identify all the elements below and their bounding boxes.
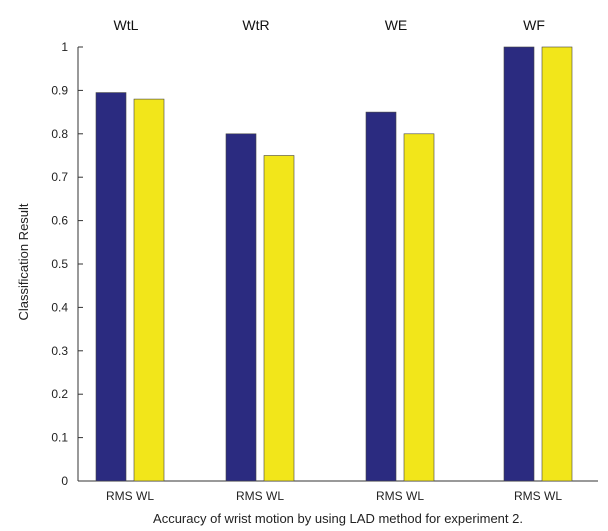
- y-tick-label: 0.5: [51, 257, 68, 271]
- bar-wtr-rms: [225, 133, 257, 482]
- y-tick-label: 1: [61, 40, 68, 54]
- bar-wtl-rms: [95, 92, 127, 482]
- bar-wtr-wl: [263, 155, 295, 482]
- bar-we-rms: [365, 111, 397, 482]
- y-tick-label: 0.7: [51, 170, 68, 184]
- x-tick-label: RMS WL: [106, 489, 154, 503]
- bar-wf-wl: [541, 46, 573, 482]
- x-axis-label: Accuracy of wrist motion by using LAD me…: [153, 511, 523, 526]
- y-tick-label: 0.8: [51, 127, 68, 141]
- x-tick-label: RMS WL: [514, 489, 562, 503]
- bars: [95, 46, 573, 482]
- labels: WtL RMS WL WtR RMS WL WE RMS WL WF RMS WL: [106, 17, 562, 503]
- y-tick-label: 0: [61, 474, 68, 488]
- y-tick-label: 0.6: [51, 214, 68, 228]
- y-tick-label: 0.2: [51, 387, 68, 401]
- y-tick-label: 0.1: [51, 431, 68, 445]
- axes: 0 0.1 0.2 0.3 0.4 0.5 0.6 0.7 0.8 0.9 1: [51, 40, 598, 488]
- category-label-wtl: WtL: [114, 17, 139, 33]
- bar-wtl-wl: [133, 98, 165, 482]
- y-tick-label: 0.4: [51, 300, 68, 314]
- bar-we-wl: [403, 133, 435, 482]
- x-tick-label: RMS WL: [236, 489, 284, 503]
- y-axis-label: Classification Result: [16, 203, 31, 320]
- bar-wf-rms: [503, 46, 535, 482]
- category-label-wf: WF: [523, 17, 545, 33]
- y-tick-label: 0.9: [51, 83, 68, 97]
- category-label-we: WE: [385, 17, 408, 33]
- x-tick-label: RMS WL: [376, 489, 424, 503]
- y-tick-label: 0.3: [51, 344, 68, 358]
- category-label-wtr: WtR: [242, 17, 269, 33]
